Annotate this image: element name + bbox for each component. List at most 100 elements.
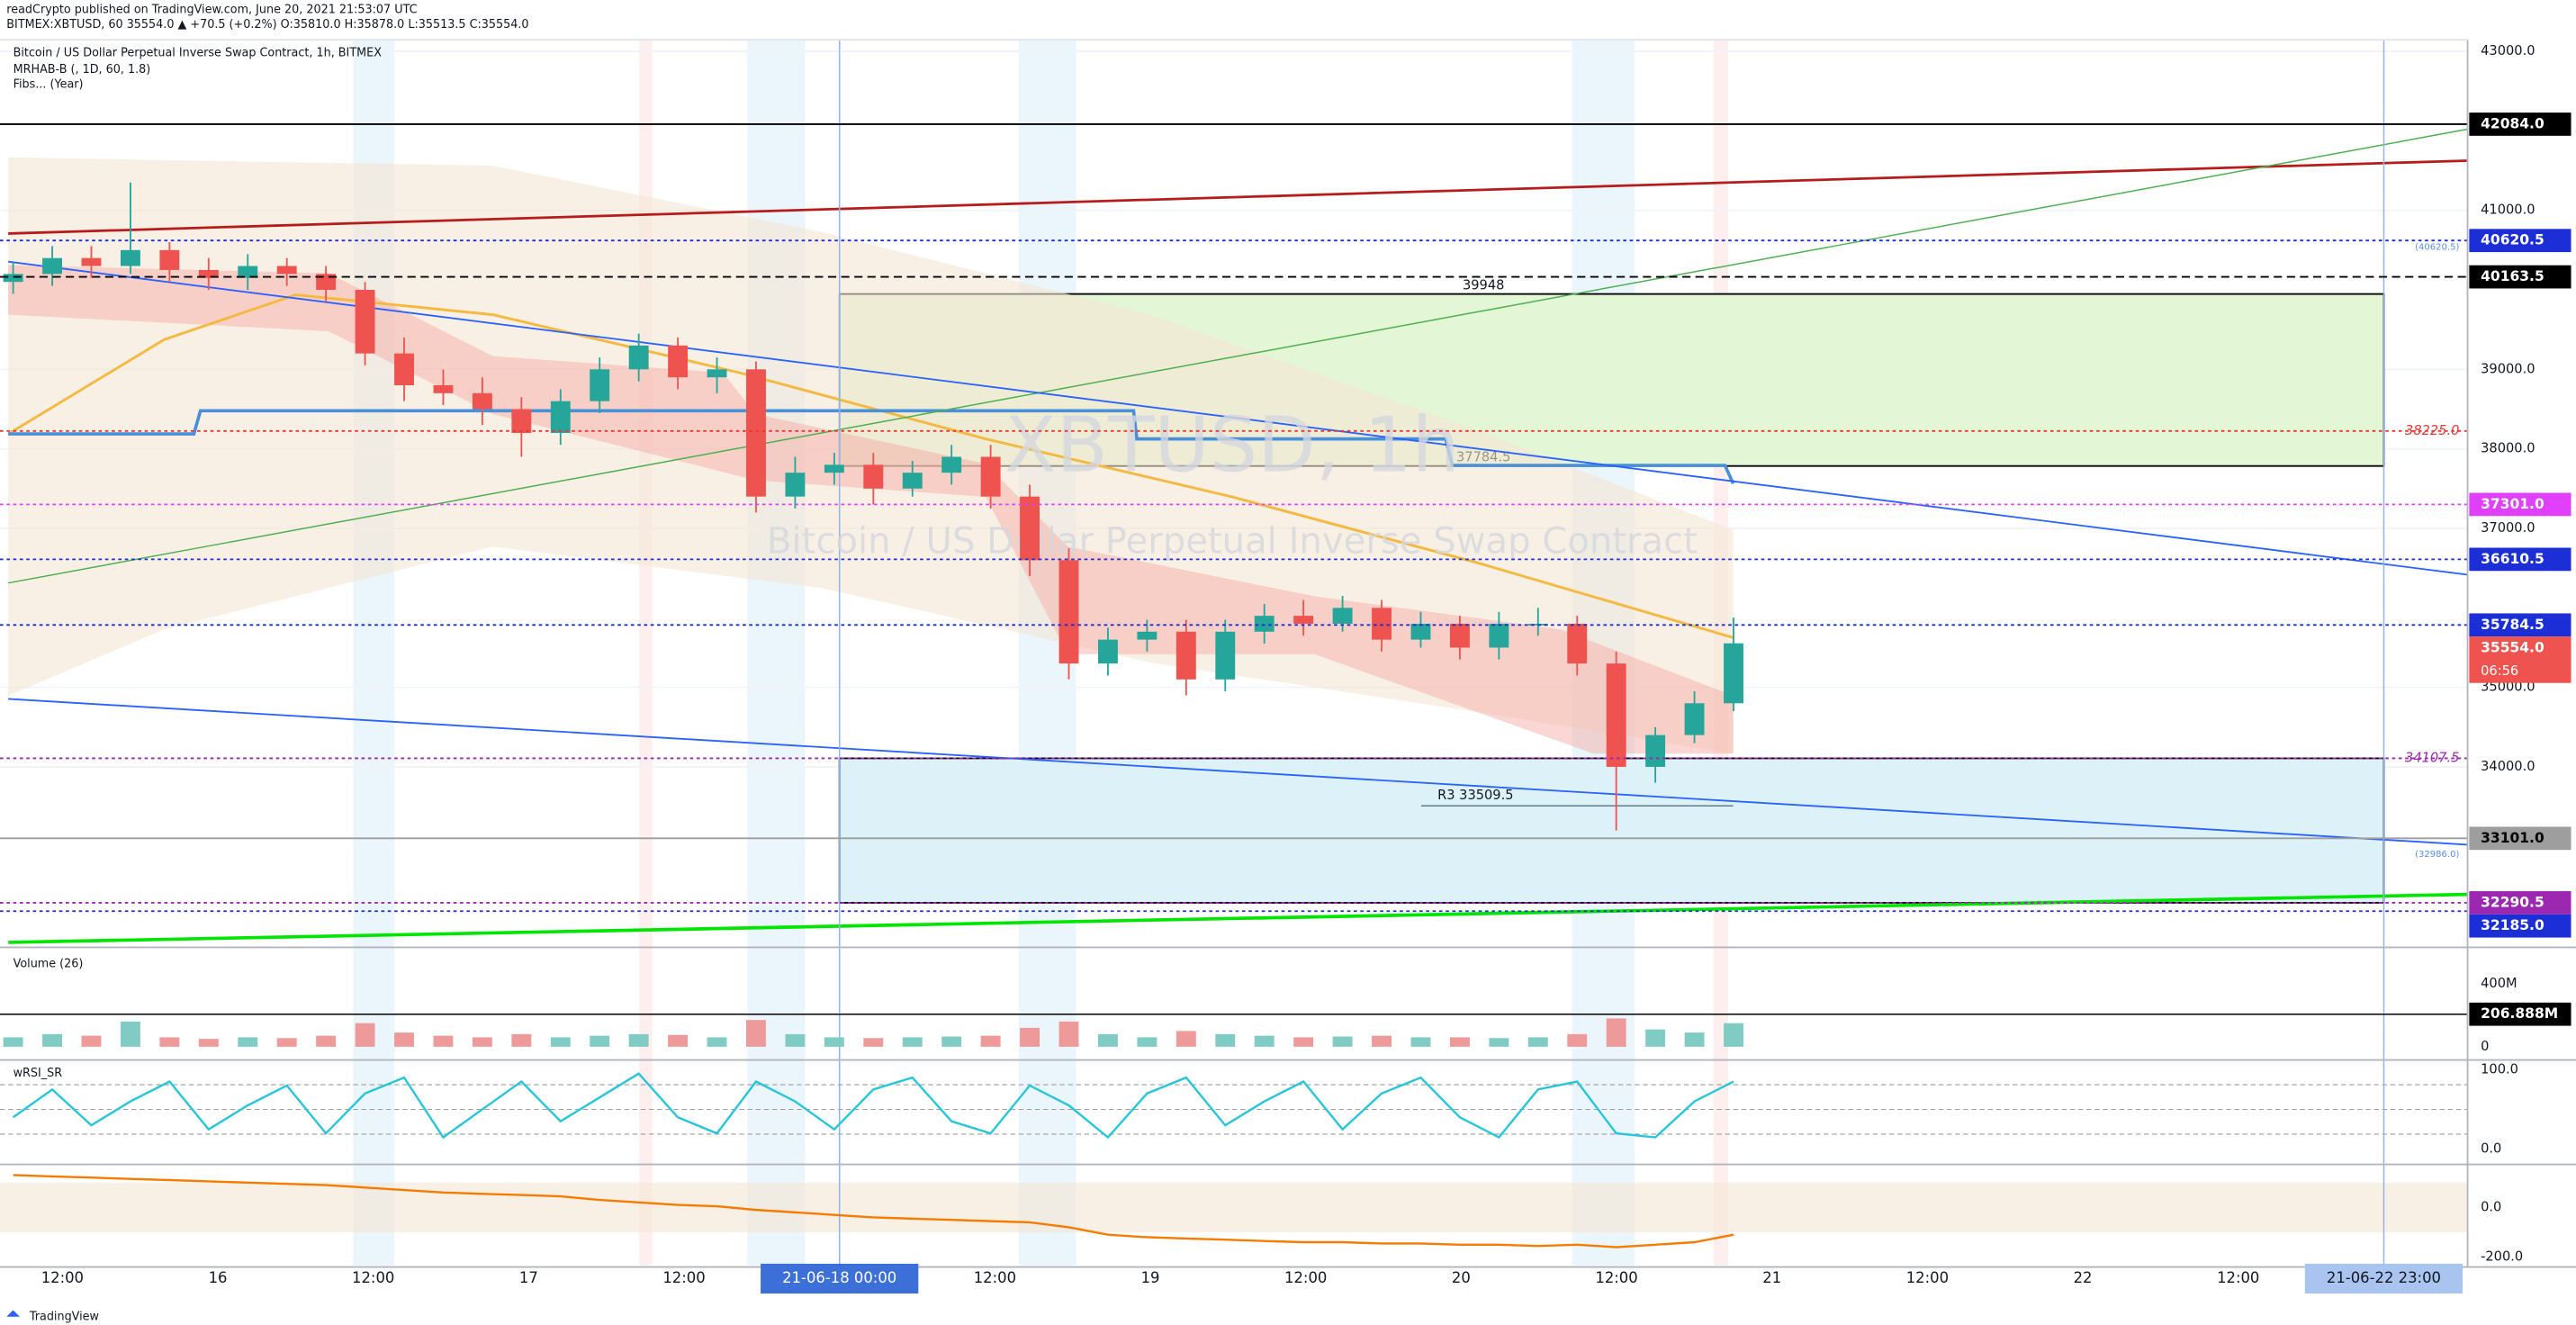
price-label-box bbox=[2469, 265, 2571, 289]
candle-body bbox=[590, 369, 610, 401]
candle-body bbox=[1645, 735, 1666, 767]
volume-bar bbox=[1489, 1038, 1509, 1047]
trend-line bbox=[7, 128, 2468, 584]
price-label: 33101.0 bbox=[2481, 830, 2544, 846]
candle-body bbox=[355, 290, 375, 354]
candle-body bbox=[316, 274, 337, 291]
volume-bar bbox=[1372, 1035, 1392, 1047]
x-tick-label: 12:00 bbox=[41, 1269, 84, 1286]
indicator-line bbox=[12, 1072, 1734, 1140]
x-tick-label: 21-06-18 00:00 bbox=[782, 1269, 896, 1286]
y-tick-label: -200.0 bbox=[2481, 1249, 2523, 1265]
price-label: 40163.5 bbox=[2481, 268, 2544, 284]
price-label: 42084.0 bbox=[2481, 115, 2544, 131]
price-label-box bbox=[2469, 613, 2571, 637]
candle-body bbox=[1058, 560, 1079, 664]
price-label-box bbox=[2469, 547, 2571, 572]
candle-body bbox=[1489, 623, 1509, 648]
trend-line bbox=[8, 260, 2468, 576]
price-label-box bbox=[2469, 914, 2571, 938]
x-tick-label: 17 bbox=[519, 1269, 538, 1286]
watermark-symbol: XBTUSD, 1h bbox=[1004, 401, 1460, 489]
candle-body bbox=[1332, 608, 1353, 624]
candle-body bbox=[1606, 663, 1626, 767]
volume-bar bbox=[276, 1038, 297, 1047]
volume-bar bbox=[355, 1023, 375, 1047]
x-tick-label: 12:00 bbox=[1284, 1269, 1327, 1286]
candle-body bbox=[1020, 496, 1040, 561]
volume-bar bbox=[81, 1035, 102, 1047]
volume-bar bbox=[550, 1037, 571, 1047]
volume-bar bbox=[1567, 1033, 1588, 1047]
volume-bar bbox=[1215, 1033, 1236, 1047]
volume-bar bbox=[668, 1034, 689, 1047]
volume-bar bbox=[511, 1033, 532, 1047]
volume-bar bbox=[316, 1035, 337, 1047]
trend-line bbox=[8, 159, 2468, 235]
volume-bar bbox=[159, 1037, 180, 1047]
volume-bar bbox=[941, 1036, 962, 1047]
price-label: 36610.5 bbox=[2481, 551, 2544, 567]
axis-labels: 43000.0 41000.0 39000.0 38000.0 37000.0 35000… bbox=[14, 43, 2571, 1294]
candle-body bbox=[550, 401, 571, 433]
candle-body bbox=[159, 249, 180, 270]
x-tick-label: 12:00 bbox=[1906, 1269, 1949, 1286]
volume-bar bbox=[1645, 1029, 1666, 1047]
candle-body bbox=[1137, 631, 1157, 640]
x-tick-label: 20 bbox=[1452, 1269, 1471, 1286]
candle-body bbox=[394, 353, 414, 385]
volume-bar bbox=[590, 1035, 610, 1047]
x-tick-label: 12:00 bbox=[1595, 1269, 1637, 1286]
volume-bar bbox=[1527, 1037, 1548, 1047]
y-tick-label: 400M bbox=[2481, 976, 2517, 991]
volume-bar bbox=[707, 1037, 727, 1047]
candle-body bbox=[1098, 639, 1118, 664]
y-tick-label: 35000.0 bbox=[2481, 680, 2535, 695]
candle-body bbox=[902, 473, 923, 489]
volume-bar bbox=[1254, 1035, 1274, 1047]
pane-title: Volume (26) bbox=[14, 957, 84, 970]
candle-body bbox=[668, 345, 689, 378]
price-line-label: 34107.5 bbox=[2405, 750, 2459, 765]
candle-body bbox=[198, 269, 219, 278]
candle-body bbox=[511, 409, 532, 433]
candle-body bbox=[81, 257, 102, 266]
price-label: 35784.5 bbox=[2481, 617, 2544, 633]
legend-entry: Fibs... (Year) bbox=[14, 77, 84, 91]
zone bbox=[838, 757, 2385, 904]
volume-bar bbox=[1175, 1031, 1196, 1047]
ma-line bbox=[7, 293, 1734, 639]
last-value-box bbox=[2469, 1002, 2571, 1026]
pane-title: wRSI_SR bbox=[14, 1067, 63, 1080]
candle-body bbox=[863, 464, 884, 489]
candle-body bbox=[980, 456, 1001, 497]
candle-body bbox=[1567, 623, 1588, 664]
price-label-box bbox=[2469, 229, 2571, 253]
footer-logo bbox=[6, 1310, 20, 1317]
volume-bar bbox=[42, 1033, 62, 1047]
volume-bar bbox=[824, 1037, 844, 1047]
candle-body bbox=[628, 345, 649, 370]
watermark-description: Bitcoin / US Dollar Perpetual Inverse Sw… bbox=[767, 519, 1698, 562]
price-label-box bbox=[2469, 492, 2571, 517]
candle-body bbox=[785, 473, 806, 497]
volume-bar bbox=[1137, 1037, 1157, 1047]
candle-body bbox=[1724, 643, 1743, 704]
candle-body bbox=[238, 266, 258, 278]
volume-bar bbox=[1724, 1023, 1743, 1047]
volume-bar bbox=[1058, 1021, 1079, 1047]
price-label-box bbox=[2469, 636, 2571, 683]
y-tick-label: 39000.0 bbox=[2481, 361, 2535, 376]
price-label-box bbox=[2469, 826, 2571, 851]
candle-body bbox=[824, 464, 844, 473]
volume-bar bbox=[1449, 1037, 1470, 1047]
volume-bar bbox=[1332, 1036, 1353, 1047]
volume-bar bbox=[433, 1035, 454, 1047]
zone-label: 39948 bbox=[1463, 277, 1504, 293]
legend-entry: MRHAB-B (, 1D, 60, 1.8) bbox=[14, 63, 151, 77]
trend-line bbox=[8, 698, 2468, 846]
candle-body bbox=[1449, 623, 1470, 648]
x-tick-label: 12:00 bbox=[2217, 1269, 2259, 1286]
